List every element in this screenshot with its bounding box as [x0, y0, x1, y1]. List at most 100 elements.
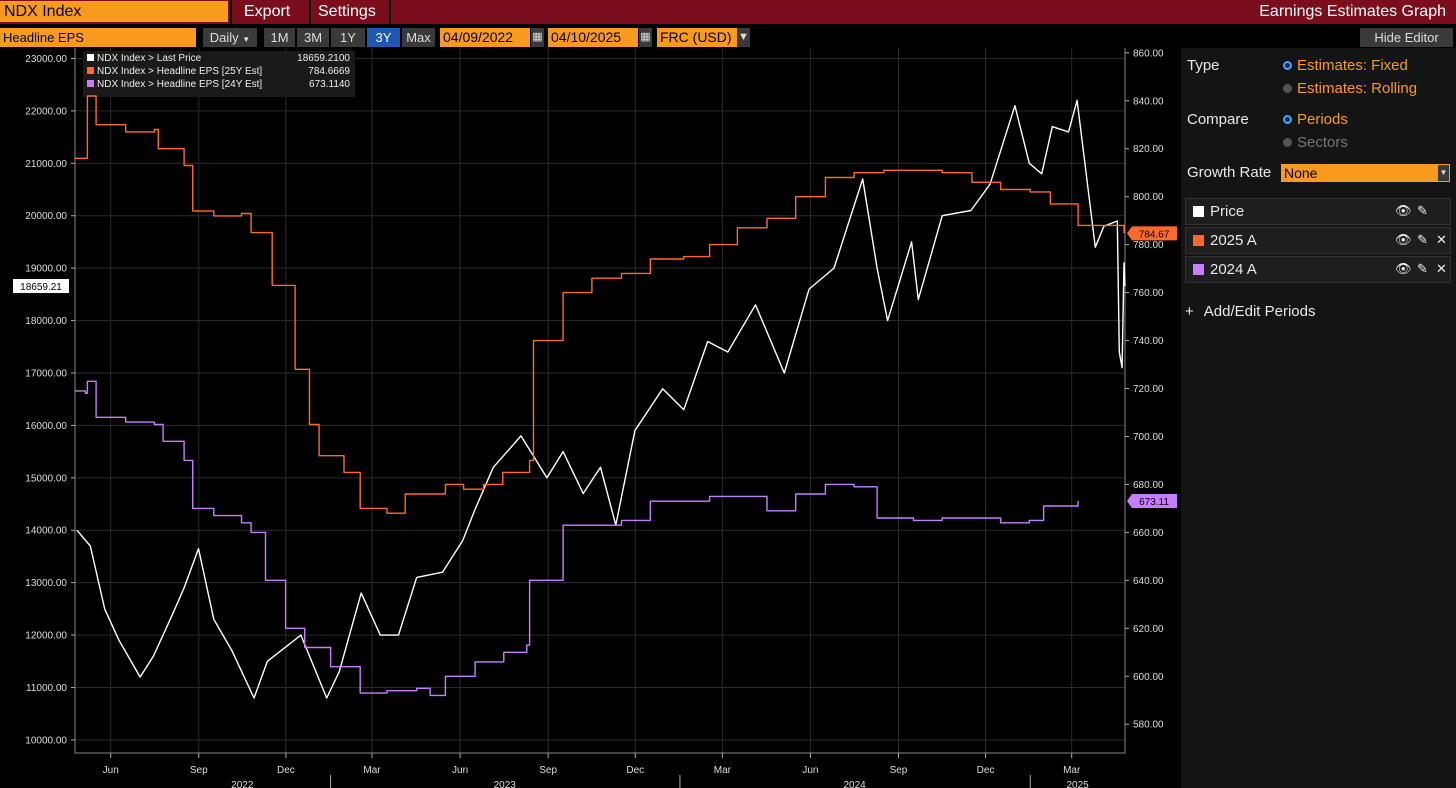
left-tick-label: 23000.00	[25, 54, 67, 65]
price-last-label: 18659.21	[20, 282, 62, 293]
right-tick-label: 640.00	[1133, 576, 1164, 587]
x-year-label: 2024	[843, 780, 866, 788]
option-estimates-fixed[interactable]: Estimates: Fixed	[1297, 57, 1408, 74]
chart-background	[0, 48, 1181, 788]
page-title: Earnings Estimates Graph	[1259, 3, 1446, 20]
frequency-value: Daily	[209, 30, 239, 45]
right-tick-label: 800.00	[1133, 192, 1164, 203]
range-1y-button[interactable]: 1Y	[331, 28, 365, 47]
right-tick-label: 780.00	[1133, 240, 1164, 251]
pencil-icon[interactable]: ✎	[1417, 232, 1428, 247]
left-tick-label: 21000.00	[25, 159, 67, 170]
x-month-label: Jun	[452, 765, 468, 776]
last-value-labels: 18659.21 784.67 673.11	[13, 226, 1177, 508]
eye-icon[interactable]: 👁	[1395, 203, 1412, 218]
chevron-down-icon[interactable]: ▼	[737, 28, 750, 47]
range-1m-button[interactable]: 1M	[264, 28, 295, 47]
eps24-last-label: 673.11	[1139, 497, 1169, 508]
x-month-label: Dec	[626, 765, 644, 776]
left-tick-label: 22000.00	[25, 106, 67, 117]
series-row-2025a[interactable]	[1185, 227, 1451, 254]
series-row-2024a[interactable]	[1185, 256, 1451, 283]
option-sectors[interactable]: Sectors	[1297, 134, 1348, 151]
legend-swatch	[87, 67, 94, 74]
left-tick-label: 10000.00	[25, 735, 67, 746]
chevron-down-icon[interactable]: ▼	[1438, 165, 1449, 181]
range-3y-button[interactable]: 3Y	[367, 28, 400, 47]
x-axis: Jun Sep Dec Mar Jun Sep Dec Mar Jun Sep Dec Mar 2022…	[103, 753, 1089, 788]
price-last-badge	[13, 279, 69, 294]
chevron-down-icon: ▼	[242, 35, 251, 44]
top-menu-bar	[0, 0, 1456, 24]
eye-icon[interactable]: 👁	[1395, 232, 1412, 247]
currency-dropdown[interactable]: FRC (USD)	[657, 28, 737, 47]
right-tick-label: 620.00	[1133, 624, 1164, 635]
legend-swatch	[87, 54, 94, 61]
close-icon[interactable]: ✕	[1436, 261, 1447, 276]
series-color-swatch	[1193, 264, 1204, 275]
series-row-price[interactable]	[1185, 198, 1451, 225]
editor-panel	[1181, 48, 1456, 788]
calendar-icon[interactable]: ▦	[531, 28, 544, 47]
right-tick-label: 820.00	[1133, 144, 1164, 155]
calendar-icon[interactable]: ▦	[639, 28, 652, 47]
left-tick-label: 12000.00	[25, 631, 67, 642]
option-periods[interactable]: Periods	[1297, 111, 1348, 128]
frequency-dropdown[interactable]: Daily ▼	[203, 28, 257, 47]
right-tick-label: 680.00	[1133, 480, 1164, 491]
series-layer	[75, 95, 1126, 699]
right-tick-label: 660.00	[1133, 528, 1164, 539]
x-month-label: Sep	[190, 765, 208, 776]
close-icon[interactable]: ✕	[1436, 232, 1447, 247]
series-color-swatch	[1193, 235, 1204, 246]
growth-rate-dropdown[interactable]: None	[1281, 164, 1450, 182]
earnings-chart: NDX Index > Last Price 18659.2100 NDX Inde…	[0, 48, 1181, 788]
x-month-label: Jun	[802, 765, 818, 776]
eps25-last-label: 784.67	[1139, 229, 1170, 240]
right-tick-label: 860.00	[1133, 48, 1164, 59]
radio-sectors[interactable]	[1283, 138, 1292, 147]
option-estimates-rolling[interactable]: Estimates: Rolling	[1297, 80, 1418, 97]
growth-rate-label: Growth Rate	[1187, 164, 1272, 181]
legend-box	[83, 51, 355, 97]
left-tick-label: 17000.00	[25, 368, 67, 379]
hide-editor-button[interactable]: Hide Editor	[1360, 28, 1453, 47]
export-menu[interactable]: Export	[244, 3, 291, 20]
add-edit-periods-button[interactable]: + Add/Edit Periods	[1185, 303, 1316, 320]
series-name: Price	[1210, 203, 1245, 220]
legend-label: NDX Index > Headline EPS [24Y Est]	[97, 79, 262, 90]
start-date-input[interactable]: 04/09/2022	[440, 28, 530, 47]
right-tick-label: 600.00	[1133, 672, 1164, 683]
pencil-icon[interactable]: ✎	[1417, 261, 1428, 276]
right-axis: 860.00 840.00 820.00 800.00 780.00 760.00 740.…	[1125, 48, 1164, 731]
left-tick-label: 11000.00	[26, 683, 67, 694]
right-tick-label: 740.00	[1133, 336, 1164, 347]
right-tick-label: 840.00	[1133, 96, 1164, 107]
chart-grid	[74, 48, 1126, 754]
field-selector[interactable]: Headline EPS	[0, 28, 196, 47]
right-tick-label: 700.00	[1133, 432, 1164, 443]
series-color-swatch	[1193, 206, 1204, 217]
legend-value: 784.6669	[308, 66, 350, 77]
radio-estimates-rolling[interactable]	[1283, 84, 1292, 93]
range-3m-button[interactable]: 3M	[297, 28, 329, 47]
end-date-input[interactable]: 04/10/2025	[548, 28, 638, 47]
radio-periods[interactable]	[1283, 115, 1292, 124]
x-month-label: Jun	[103, 765, 119, 776]
range-max-button[interactable]: Max	[402, 28, 435, 47]
settings-menu[interactable]: Settings	[318, 3, 376, 20]
x-year-label: 2022	[231, 780, 254, 788]
x-year-label: 2023	[494, 780, 517, 788]
pencil-icon[interactable]: ✎	[1417, 203, 1428, 218]
left-tick-label: 15000.00	[25, 473, 67, 484]
series-name: 2025 A	[1210, 232, 1257, 249]
series-line-2	[75, 380, 1079, 697]
radio-estimates-fixed[interactable]	[1283, 61, 1292, 70]
series-name: 2024 A	[1210, 261, 1257, 278]
left-tick-label: 18000.00	[25, 316, 67, 327]
ticker-field[interactable]: NDX Index	[0, 1, 228, 22]
x-month-label: Mar	[363, 765, 381, 776]
x-month-label: Sep	[890, 765, 908, 776]
legend-value: 18659.2100	[297, 53, 350, 64]
eye-icon[interactable]: 👁	[1395, 261, 1412, 276]
